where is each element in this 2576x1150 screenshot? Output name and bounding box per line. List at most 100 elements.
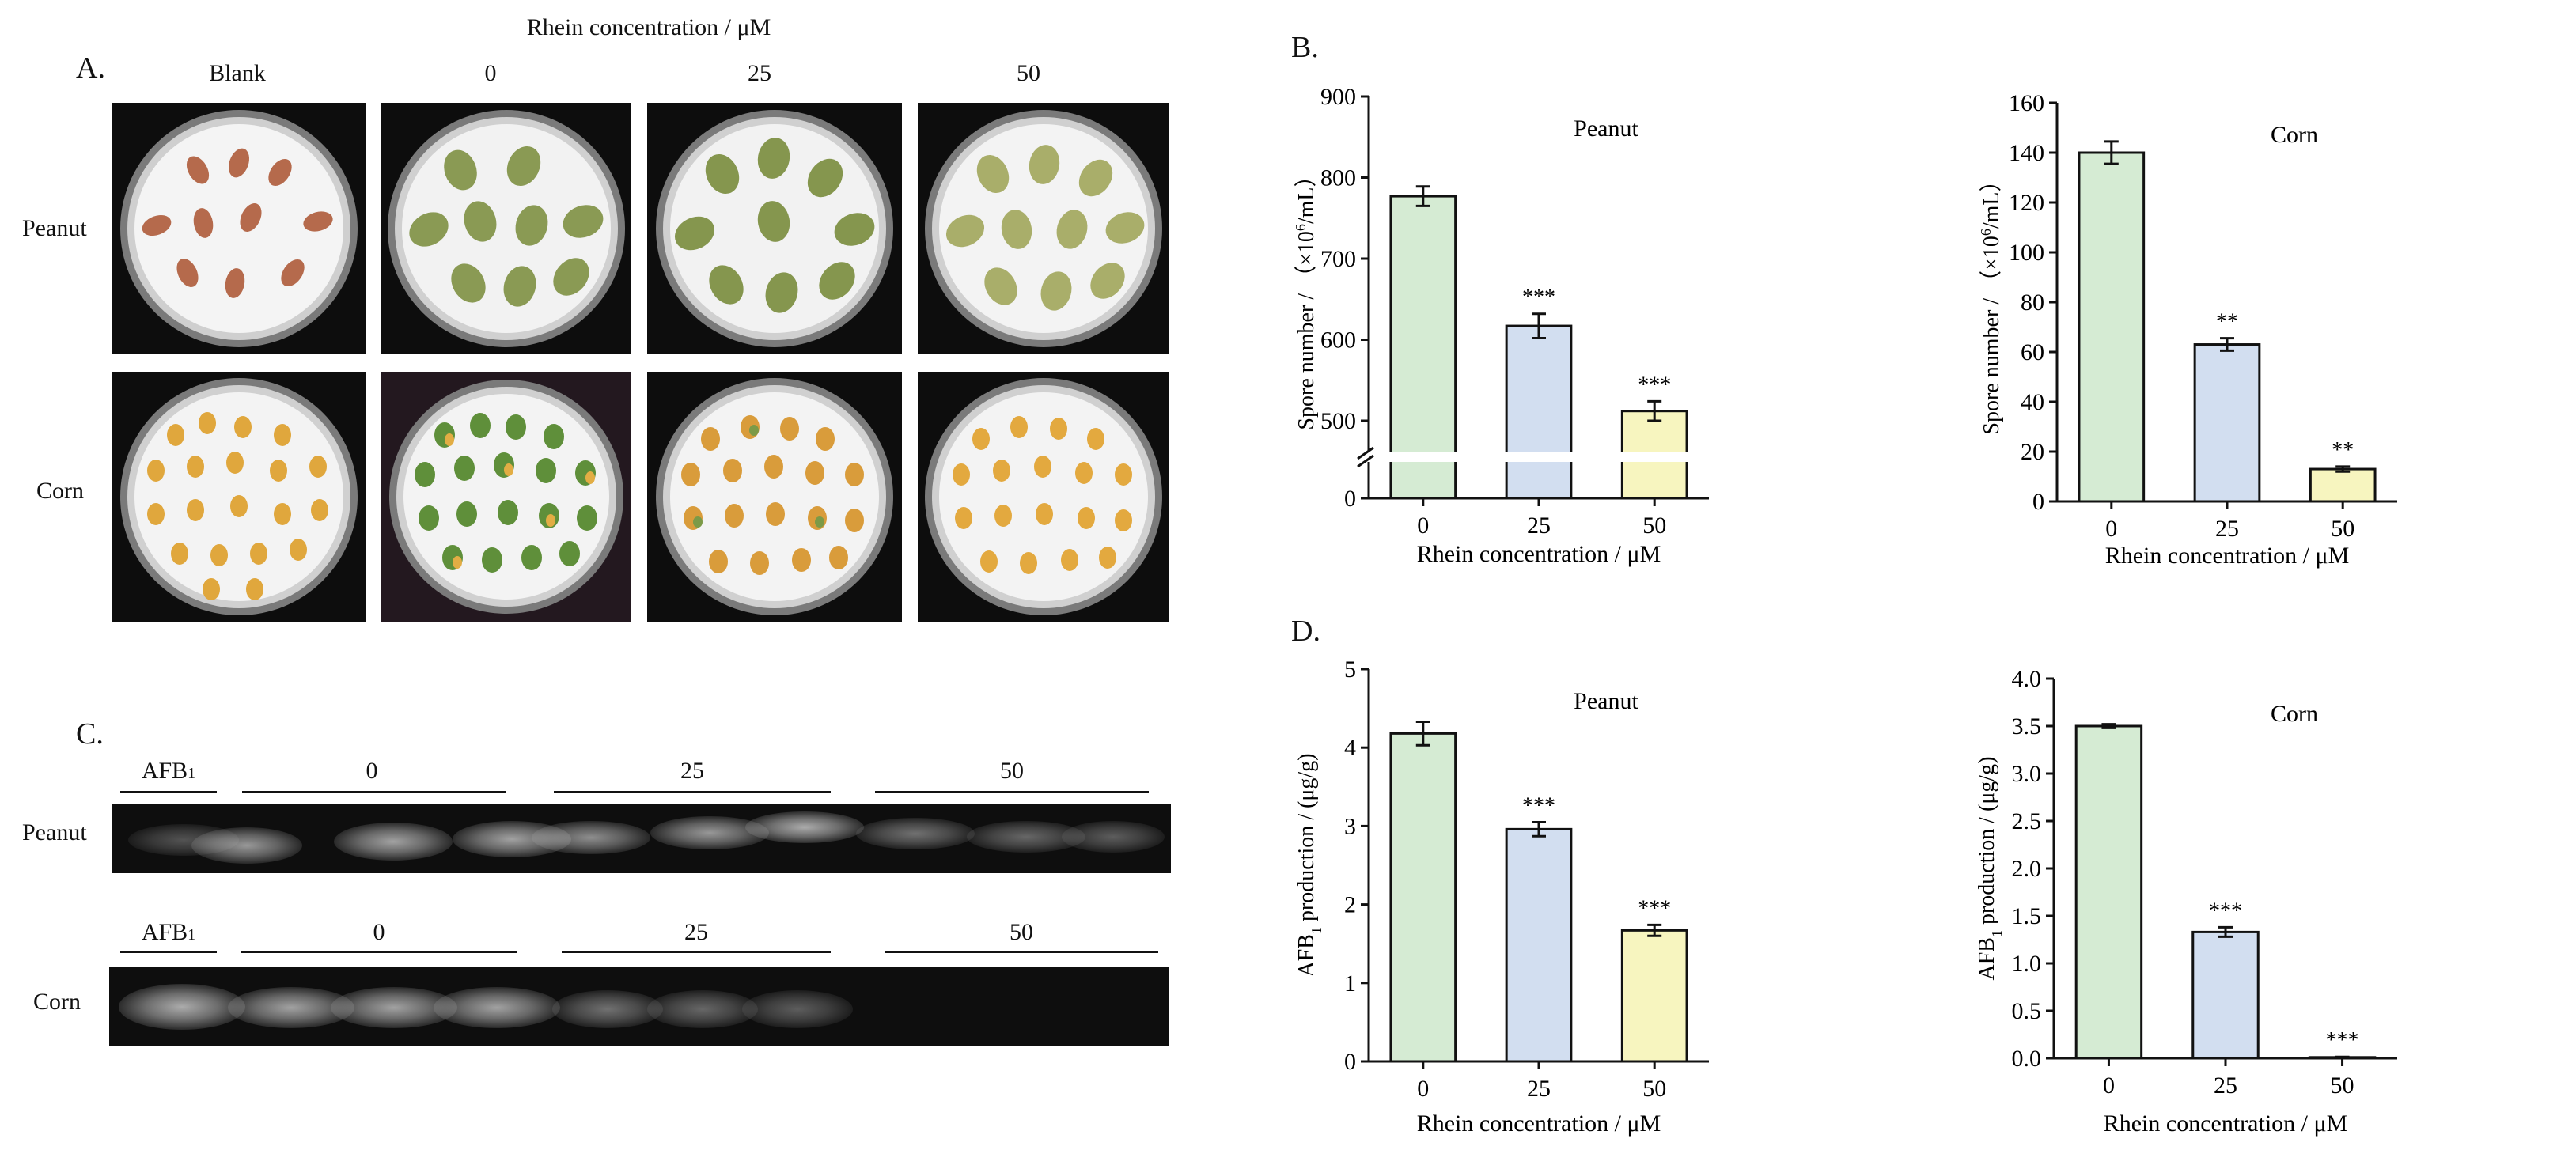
x-axis-label: Rhein concentration / μM xyxy=(2104,1110,2348,1137)
photo-dish-peanut-25 xyxy=(647,103,902,354)
gel-band xyxy=(434,987,560,1028)
gel-peanut-line-25 xyxy=(554,791,831,793)
gel-peanut-line-50 xyxy=(875,791,1149,793)
dish-peanut-0-art xyxy=(388,110,625,347)
axis-break-mark xyxy=(1357,454,1374,468)
bar xyxy=(2191,930,2260,1060)
x-tick-label: 25 xyxy=(1527,513,1551,539)
y-tick-label: 2.5 xyxy=(2012,808,2042,834)
chart-title: Peanut xyxy=(1574,688,1638,714)
chart-title: Corn xyxy=(2271,701,2318,727)
dish-corn-25-art xyxy=(656,378,893,615)
significance-label: *** xyxy=(1638,896,1671,921)
x-tick-label: 0 xyxy=(1417,1076,1429,1102)
x-tick-label: 25 xyxy=(1527,1076,1551,1102)
x-tick-label: 50 xyxy=(2331,1072,2354,1099)
x-axis-label: Rhein concentration / μM xyxy=(1417,1110,1661,1137)
panel-c-letter: C. xyxy=(76,717,104,751)
significance-label: ** xyxy=(2332,438,2354,463)
axis-break-gap xyxy=(1353,452,1709,462)
gel-peanut xyxy=(112,804,1171,873)
y-tick-label: 1.5 xyxy=(2012,903,2042,929)
gel-peanut-line-0 xyxy=(242,791,506,793)
x-tick-label: 25 xyxy=(2214,1072,2237,1099)
gel-corn xyxy=(109,967,1169,1046)
gel-band xyxy=(119,984,245,1030)
x-tick-label: 0 xyxy=(2105,516,2117,542)
x-axis-label: Rhein concentration / μM xyxy=(1417,541,1661,567)
x-tick-label: 0 xyxy=(1417,513,1429,539)
significance-label: *** xyxy=(1522,286,1555,310)
photo-dish-corn-0 xyxy=(381,372,631,622)
axis-break-mark xyxy=(1357,446,1374,460)
y-tick-label: 120 xyxy=(2009,190,2044,216)
bar xyxy=(2074,724,2143,1060)
y-tick-label: 0 xyxy=(1344,1049,1356,1075)
chart-B-peanut: 0 500 600 700 800 900 0 *** 25 *** 50 Peanut Rhein c… xyxy=(1293,84,1709,567)
gel-band xyxy=(1062,821,1165,853)
panel-b-letter: B. xyxy=(1291,31,1319,64)
y-tick-label: 160 xyxy=(2009,90,2044,116)
photo-dish-corn-50 xyxy=(918,372,1169,622)
gel-peanut-group-0: 0 xyxy=(366,758,378,784)
photo-dish-corn-blank xyxy=(112,372,366,622)
panel-a-col-50: 50 xyxy=(1017,60,1040,86)
dish-corn-50-art xyxy=(925,378,1162,615)
gel-corn-line-50 xyxy=(885,951,1158,953)
y-tick-label: 100 xyxy=(2009,240,2044,266)
y-tick-label: 2.0 xyxy=(2012,856,2042,882)
y-tick-label: 2 xyxy=(1344,892,1356,918)
gel-band xyxy=(742,990,853,1028)
gel-peanut-group-50: 50 xyxy=(1000,758,1024,784)
gel-corn-std-line xyxy=(120,951,217,953)
chart-B-corn: 0 20 40 60 80 100 120 140 160 0 ** 25 ** 50 Corn Rhein … xyxy=(1978,90,2397,569)
y-tick-label: 3.0 xyxy=(2012,761,2042,787)
significance-label: *** xyxy=(1638,373,1671,397)
y-tick-label: 500 xyxy=(1320,408,1356,434)
chart-title: Corn xyxy=(2271,122,2318,148)
dish-corn-blank-art xyxy=(120,378,358,615)
x-tick-label: 50 xyxy=(1642,513,1666,539)
y-axis-label: AFB1 production / (μg/g) xyxy=(1975,757,2005,981)
y-tick-label: 40 xyxy=(2021,389,2044,415)
x-tick-label: 0 xyxy=(2103,1072,2115,1099)
bar xyxy=(2193,343,2261,503)
x-axis-label: Rhein concentration / μM xyxy=(2105,543,2350,569)
gel-corn-line-0 xyxy=(241,951,517,953)
y-axis-label: Spore number / （×106/mL） xyxy=(1978,169,2004,434)
y-tick-label: 1.0 xyxy=(2012,951,2042,977)
y-tick-label: 0 xyxy=(2032,489,2044,515)
x-tick-label: 50 xyxy=(2331,516,2354,542)
dish-corn-0-art xyxy=(389,380,623,614)
y-tick-label: 4 xyxy=(1344,735,1356,761)
significance-label: *** xyxy=(2326,1028,2359,1053)
photo-dish-peanut-blank xyxy=(112,103,366,354)
y-axis-label: Spore number / （×106/mL） xyxy=(1293,165,1319,429)
gel-peanut-group-25: 25 xyxy=(680,758,704,784)
gel-band xyxy=(191,827,302,864)
bar xyxy=(1620,929,1688,1063)
photo-dish-peanut-0 xyxy=(381,103,631,354)
dish-peanut-blank-art xyxy=(120,110,358,347)
y-tick-label: 0.0 xyxy=(2012,1046,2042,1072)
photo-dish-corn-25 xyxy=(647,372,902,622)
y-tick-label: 600 xyxy=(1320,327,1356,354)
y-tick-label: 140 xyxy=(2009,140,2044,166)
dish-peanut-25-art xyxy=(656,110,893,347)
panel-a-row-corn: Corn xyxy=(36,478,84,504)
gel-row-peanut-label: Peanut xyxy=(22,819,87,845)
bar xyxy=(1505,827,1573,1063)
gel-band xyxy=(856,818,975,849)
panel-a-header: Rhein concentration / μM xyxy=(526,14,771,40)
gel-band xyxy=(532,821,650,854)
y-tick-label: 4.0 xyxy=(2012,666,2042,692)
y-tick-label: 80 xyxy=(2021,289,2044,316)
gel-band xyxy=(967,821,1085,853)
panel-d-letter: D. xyxy=(1291,615,1320,648)
x-tick-label: 50 xyxy=(1642,1076,1666,1102)
gel-peanut-std-label: AFB1 xyxy=(141,758,196,784)
y-tick-label: 20 xyxy=(2021,439,2044,465)
panel-a-col-0: 0 xyxy=(484,60,497,86)
